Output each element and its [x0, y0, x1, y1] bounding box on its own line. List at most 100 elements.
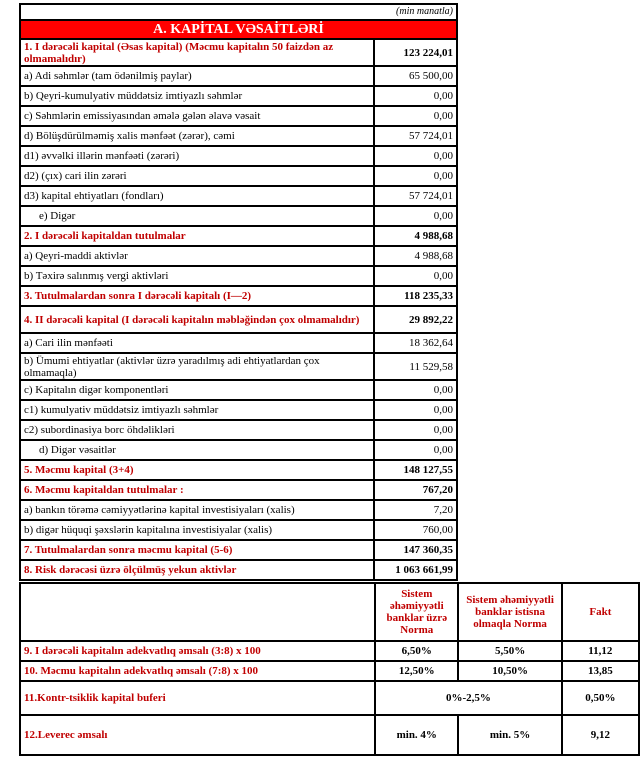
row-label: d) Digər vəsaitlər: [19, 439, 375, 461]
row-value: 0,00: [372, 165, 459, 187]
header-norm-other: Sistem əhəmiyyətli banklar istisna olmaq…: [457, 582, 563, 642]
row-label: b) Təxirə salınmış vergi aktivləri: [19, 265, 375, 287]
row-value: 0,00: [372, 145, 459, 167]
row-label: c2) subordinasiya borc öhdəlikləri: [19, 419, 375, 441]
table-row: c2) subordinasiya borc öhdəlikləri 0,00: [19, 419, 459, 441]
row-value: 0,00: [372, 419, 459, 441]
ratio-label: 12.Leverec əmsalı: [18, 714, 377, 756]
ratio-fact: 0,50%: [560, 680, 641, 716]
ratio-norm-systemic: 6,50%: [374, 640, 460, 662]
table-row: d3) kapital ehtiyatları (fondları) 57 724…: [19, 185, 459, 207]
table-row: 4. II dərəcəli kapital (I dərəcəli kapit…: [19, 305, 459, 334]
row-label: b) digər hüquqi şəxslərin kapitalına inv…: [19, 519, 375, 541]
ratio-fact: 13,85: [560, 660, 641, 682]
empty-header-cell: [18, 582, 377, 642]
row-value: 1 063 661,99: [372, 559, 459, 581]
ratio-fact: 11,12: [560, 640, 641, 662]
table-row: d1) əvvəlki illərin mənfəəti (zərəri) 0,0…: [19, 145, 459, 167]
row-label: c) Kapitalın digər komponentləri: [19, 379, 375, 401]
row-label: c) Səhmlərin emissiyasından əmələ gələn …: [19, 105, 375, 127]
table-row: a) Qeyri-maddi aktivlər 4 988,68: [19, 245, 459, 267]
row-label: c1) kumulyativ müddətsiz imtiyazlı səhml…: [19, 399, 375, 421]
row-label: d2) (çıx) cari ilin zərəri: [19, 165, 375, 187]
row-label: 1. I dərəcəli kapital (Əsas kapital) (Mə…: [19, 38, 375, 67]
table-row: 7. Tutulmalardan sonra məcmu kapital (5-…: [19, 539, 459, 561]
ratio-label: 10. Məcmu kapitalın adekvatlıq əmsalı (7…: [18, 660, 377, 682]
ratio-norm-merged: 0%-2,5%: [374, 680, 563, 716]
row-value: 147 360,35: [372, 539, 459, 561]
row-label: a) bankın törəmə cəmiyyətlərinə kapital …: [19, 499, 375, 521]
table-row: b) Qeyri-kumulyativ müddətsiz imtiyazlı …: [19, 85, 459, 107]
row-value: 0,00: [372, 399, 459, 421]
row-label: b) Qeyri-kumulyativ müddətsiz imtiyazlı …: [19, 85, 375, 107]
row-label: e) Digər: [19, 205, 375, 227]
table-row: c) Səhmlərin emissiyasından əmələ gələn …: [19, 105, 459, 127]
unit-label: (min manatla): [19, 3, 458, 21]
row-label: a) Cari ilin mənfəəti: [19, 332, 375, 354]
row-value: 4 988,68: [372, 245, 459, 267]
row-value: 7,20: [372, 499, 459, 521]
ratios-table: Sistem əhəmiyyətli banklar üzrə Norma Si…: [18, 582, 641, 756]
row-label: d3) kapital ehtiyatları (fondları): [19, 185, 375, 207]
table-row: 2. I dərəcəli kapitaldan tutulmalar 4 988…: [19, 225, 459, 247]
row-value: 0,00: [372, 379, 459, 401]
table-row: e) Digər 0,00: [19, 205, 459, 227]
ratio-norm-systemic: 12,50%: [374, 660, 460, 682]
row-label: 6. Məcmu kapitaldan tutulmalar :: [19, 479, 375, 501]
row-value: 767,20: [372, 479, 459, 501]
row-value: 0,00: [372, 439, 459, 461]
table-row: b) Təxirə salınmış vergi aktivləri 0,00: [19, 265, 459, 287]
ratio-fact: 9,12: [560, 714, 641, 756]
ratio-norm-other: min. 5%: [457, 714, 563, 756]
table-row: a) bankın törəmə cəmiyyətlərinə kapital …: [19, 499, 459, 521]
table-row: b) Ümumi ehtiyatlar (aktivlər üzrə yarad…: [19, 352, 459, 381]
table-row: a) Adi səhmlər (tam ödənilmiş paylar) 65 …: [19, 65, 459, 87]
header-norm-systemic: Sistem əhəmiyyətli banklar üzrə Norma: [374, 582, 460, 642]
row-value: 0,00: [372, 105, 459, 127]
row-value: 11 529,58: [372, 352, 459, 381]
table-row: b) digər hüquqi şəxslərin kapitalına inv…: [19, 519, 459, 541]
row-label: 2. I dərəcəli kapitaldan tutulmalar: [19, 225, 375, 247]
capital-table: (min manatla) A. KAPİTAL VƏSAİTLƏRİ 1. I…: [19, 3, 459, 581]
ratio-norm-systemic: min. 4%: [374, 714, 460, 756]
row-value: 0,00: [372, 85, 459, 107]
ratio-norm-other: 10,50%: [457, 660, 563, 682]
table-row: a) Cari ilin mənfəəti 18 362,64: [19, 332, 459, 354]
row-label: a) Qeyri-maddi aktivlər: [19, 245, 375, 267]
row-value: 118 235,33: [372, 285, 459, 307]
row-value: 18 362,64: [372, 332, 459, 354]
header-fact: Fakt: [560, 582, 641, 642]
row-label: 3. Tutulmalardan sonra I dərəcəli kapita…: [19, 285, 375, 307]
table-row: c1) kumulyativ müddətsiz imtiyazlı səhml…: [19, 399, 459, 421]
ratio-label: 9. I dərəcəli kapitalın adekvatlıq əmsal…: [18, 640, 377, 662]
table-row: 5. Məcmu kapital (3+4) 148 127,55: [19, 459, 459, 481]
row-value: 0,00: [372, 205, 459, 227]
row-label: 4. II dərəcəli kapital (I dərəcəli kapit…: [19, 305, 375, 334]
row-value: 0,00: [372, 265, 459, 287]
row-label: 8. Risk dərəcəsi üzrə ölçülmüş yekun akt…: [19, 559, 375, 581]
row-value: 57 724,01: [372, 185, 459, 207]
row-label: d1) əvvəlki illərin mənfəəti (zərəri): [19, 145, 375, 167]
table-row: 3. Tutulmalardan sonra I dərəcəli kapita…: [19, 285, 459, 307]
row-value: 4 988,68: [372, 225, 459, 247]
table-row: 1. I dərəcəli kapital (Əsas kapital) (Mə…: [19, 38, 459, 67]
ratio-label: 11.Kontr-tsiklik kapital buferi: [18, 680, 377, 716]
ratio-norm-other: 5,50%: [457, 640, 563, 662]
row-value: 29 892,22: [372, 305, 459, 334]
table-row: d2) (çıx) cari ilin zərəri 0,00: [19, 165, 459, 187]
table-row: 8. Risk dərəcəsi üzrə ölçülmüş yekun akt…: [19, 559, 459, 581]
row-value: 123 224,01: [372, 38, 459, 67]
row-label: a) Adi səhmlər (tam ödənilmiş paylar): [19, 65, 375, 87]
table-row: 6. Məcmu kapitaldan tutulmalar :767,20: [19, 479, 459, 501]
table-row: d) Digər vəsaitlər 0,00: [19, 439, 459, 461]
row-label: 7. Tutulmalardan sonra məcmu kapital (5-…: [19, 539, 375, 561]
row-value: 57 724,01: [372, 125, 459, 147]
row-label: 5. Məcmu kapital (3+4): [19, 459, 375, 481]
section-title: A. KAPİTAL VƏSAİTLƏRİ: [19, 19, 458, 40]
table-row: c) Kapitalın digər komponentləri 0,00: [19, 379, 459, 401]
table-row: d) Bölüşdürülməmiş xalis mənfəət (zərər)…: [19, 125, 459, 147]
row-value: 65 500,00: [372, 65, 459, 87]
row-value: 148 127,55: [372, 459, 459, 481]
row-label: d) Bölüşdürülməmiş xalis mənfəət (zərər)…: [19, 125, 375, 147]
row-value: 760,00: [372, 519, 459, 541]
